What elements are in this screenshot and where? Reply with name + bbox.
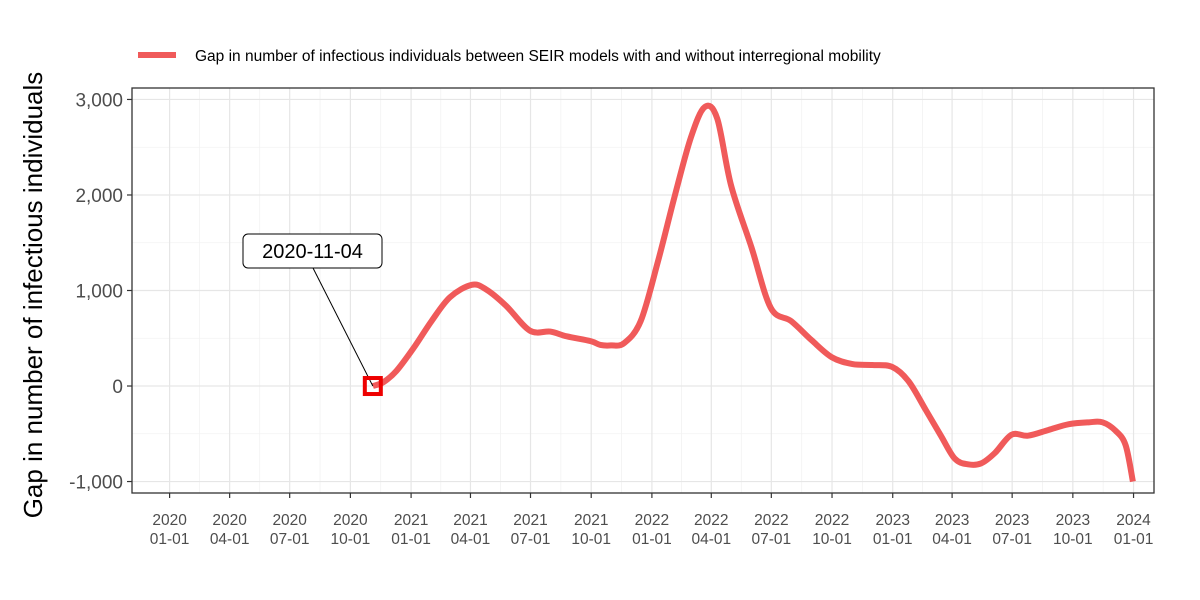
x-tick-label-date: 10-01 — [812, 531, 852, 548]
x-tick-label-date: 04-01 — [210, 531, 250, 548]
annotation-marker — [362, 376, 383, 397]
x-tick-label-year: 2021 — [574, 512, 608, 529]
x-tick-label-year: 2023 — [995, 512, 1029, 529]
x-tick-label-date: 10-01 — [1053, 531, 1093, 548]
y-tick-label: -1,000 — [69, 473, 123, 494]
x-axis: 2020 01-01 2020 04-01 2020 07-01 2020 10-01 2021… — [150, 493, 1154, 548]
x-tick-label-year: 2021 — [513, 512, 547, 529]
x-tick-label-date: 04-01 — [932, 531, 972, 548]
x-tick-label-year: 2023 — [875, 512, 909, 529]
annotation-layer: 2020-11-04 — [242, 233, 383, 397]
x-tick-label-date: 07-01 — [992, 531, 1032, 548]
y-axis: -1,000 0 1,000 2,000 3,000 — [69, 90, 132, 494]
y-tick-label: 0 — [112, 377, 123, 398]
series-layer — [371, 102, 1136, 483]
annotation-leader-line — [312, 267, 374, 387]
plot-panel: 2020-11-04 — [131, 87, 1155, 494]
x-tick-label-date: 01-01 — [632, 531, 672, 548]
x-tick-label-date: 07-01 — [270, 531, 310, 548]
series-line-0 — [371, 102, 1136, 483]
legend-entry-0: Gap in number of infectious individuals … — [195, 48, 881, 65]
x-tick-label-year: 2024 — [1116, 512, 1151, 529]
x-tick-label-date: 07-01 — [511, 531, 551, 548]
x-tick-label-year: 2020 — [272, 512, 307, 529]
y-tick-label: 2,000 — [75, 186, 123, 207]
x-tick-label-year: 2020 — [333, 512, 368, 529]
x-tick-label-date: 04-01 — [451, 531, 491, 548]
x-tick-label-date: 04-01 — [691, 531, 731, 548]
annotation-label-box — [242, 233, 383, 269]
x-tick-label-date: 01-01 — [391, 531, 431, 548]
x-tick-label-year: 2020 — [152, 512, 187, 529]
x-tick-label-year: 2022 — [815, 512, 849, 529]
legend: Gap in number of infectious individuals … — [138, 48, 881, 65]
x-tick-label-date: 10-01 — [331, 531, 371, 548]
x-tick-label-date: 01-01 — [1114, 531, 1154, 548]
x-tick-label-year: 2023 — [1056, 512, 1090, 529]
x-tick-label-date: 01-01 — [150, 531, 190, 548]
x-tick-label-year: 2021 — [453, 512, 487, 529]
x-tick-label-date: 01-01 — [873, 531, 913, 548]
x-tick-label-year: 2022 — [694, 512, 728, 529]
annotation-label: 2020-11-04 — [262, 241, 363, 263]
major-gridlines — [132, 88, 1154, 493]
x-tick-label-year: 2022 — [635, 512, 669, 529]
x-tick-label-date: 10-01 — [571, 531, 611, 548]
y-axis-title: Gap in number of infectious individuals — [18, 72, 48, 519]
x-tick-label-year: 2021 — [394, 512, 428, 529]
x-tick-label-year: 2022 — [754, 512, 788, 529]
x-tick-label-year: 2023 — [935, 512, 969, 529]
x-tick-label-date: 07-01 — [751, 531, 791, 548]
y-tick-label: 3,000 — [75, 90, 123, 111]
y-tick-label: 1,000 — [75, 282, 123, 303]
x-tick-label-year: 2020 — [212, 512, 247, 529]
